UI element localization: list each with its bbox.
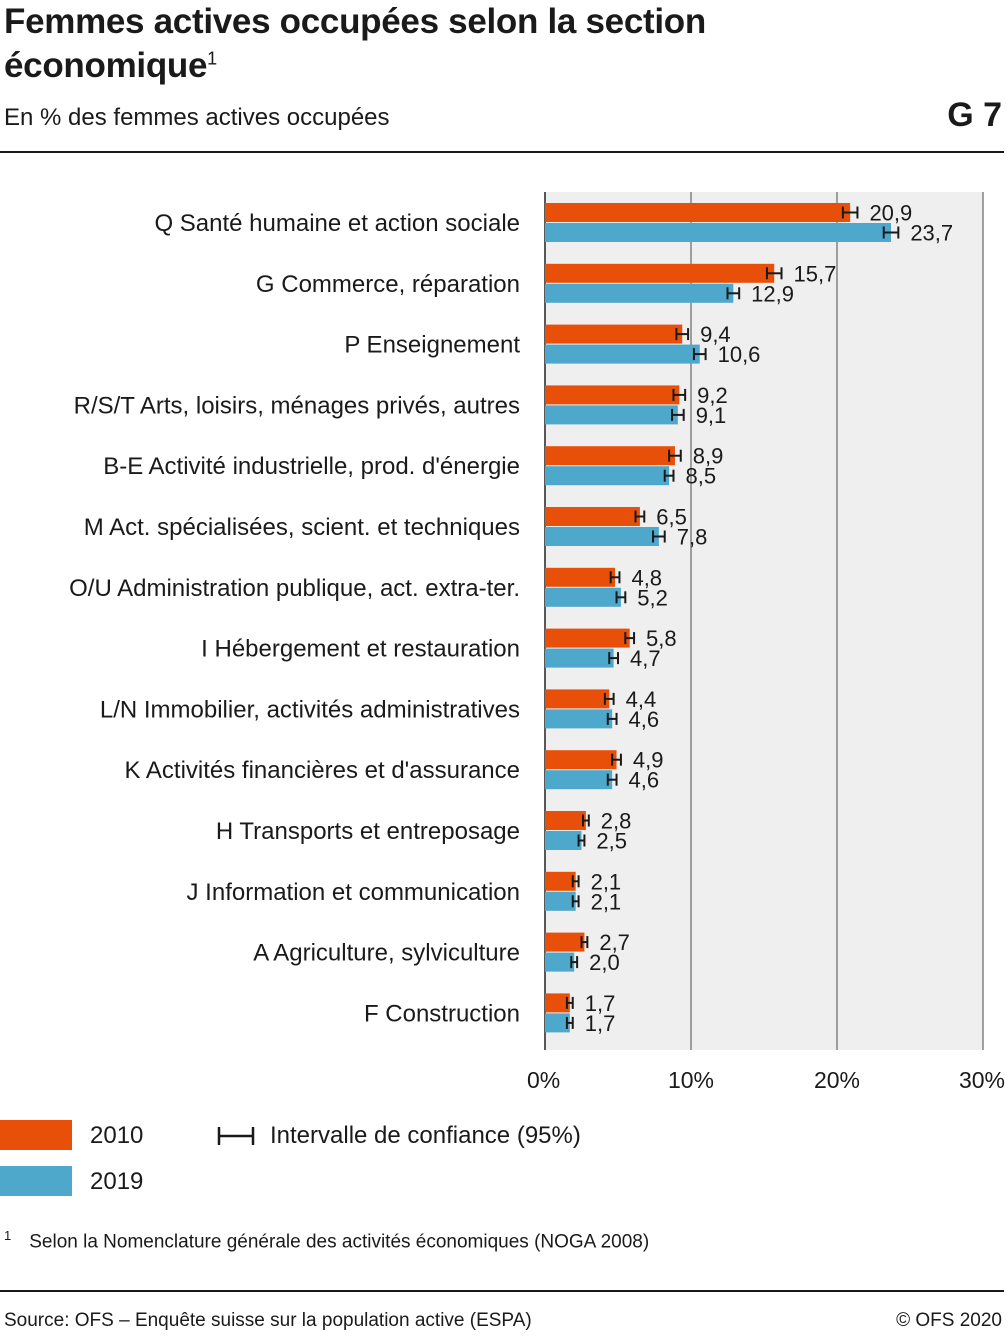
bar-2010 bbox=[545, 689, 610, 709]
category-label: M Act. spécialisées, scient. et techniqu… bbox=[84, 514, 520, 541]
bar-2010 bbox=[545, 385, 680, 405]
data-label: 5,8 bbox=[646, 626, 677, 651]
bar-2010 bbox=[545, 993, 570, 1013]
data-label: 2,8 bbox=[601, 809, 632, 834]
source-note: Source: OFS – Enquête suisse sur la popu… bbox=[4, 1310, 532, 1331]
footnote-number: 1 bbox=[4, 1228, 12, 1243]
data-label: 15,7 bbox=[794, 261, 837, 286]
bar-2019 bbox=[545, 952, 575, 972]
data-label: 9,4 bbox=[700, 322, 731, 347]
data-label: 10,6 bbox=[718, 342, 761, 367]
legend-swatch-2010 bbox=[0, 1120, 72, 1150]
data-label: 8,5 bbox=[685, 464, 716, 489]
data-label: 9,1 bbox=[696, 403, 727, 428]
category-label: J Information et communication bbox=[187, 879, 520, 906]
copyright-note: © OFS 2020 bbox=[896, 1310, 1002, 1331]
bar-2010 bbox=[545, 811, 586, 830]
bar-2019 bbox=[545, 283, 734, 303]
chart-subtitle: En % des femmes actives occupées bbox=[4, 104, 390, 131]
data-label: 9,2 bbox=[697, 383, 728, 408]
data-label: 2,1 bbox=[591, 889, 622, 914]
plot-background bbox=[545, 192, 983, 1050]
category-label: O/U Administration publique, act. extra-… bbox=[69, 575, 520, 602]
bar-2010 bbox=[545, 628, 630, 648]
bar-2010 bbox=[545, 263, 775, 283]
figure-number: G 7 bbox=[947, 96, 1002, 134]
data-label: 4,4 bbox=[626, 687, 657, 712]
legend-swatch-2019 bbox=[0, 1166, 72, 1196]
data-label: 7,8 bbox=[677, 525, 708, 550]
category-label: R/S/T Arts, loisirs, ménages privés, aut… bbox=[74, 392, 520, 419]
bar-2010 bbox=[545, 507, 640, 526]
legend-label-ci: Intervalle de confiance (95%) bbox=[270, 1122, 581, 1149]
category-label: A Agriculture, sylviculture bbox=[253, 940, 520, 967]
x-tick-label: 10% bbox=[668, 1067, 714, 1093]
legend-label-2019: 2019 bbox=[90, 1168, 144, 1195]
data-label: 23,7 bbox=[910, 221, 953, 246]
x-tick-label: 30% bbox=[959, 1067, 1005, 1093]
bar-2019 bbox=[545, 405, 678, 425]
category-label: G Commerce, réparation bbox=[256, 271, 520, 298]
data-label: 1,7 bbox=[585, 991, 616, 1016]
category-label: K Activités financières et d'assurance bbox=[125, 757, 520, 784]
category-label: Q Santé humaine et action sociale bbox=[154, 210, 520, 237]
footer-rule bbox=[0, 1290, 1004, 1292]
data-label: 8,9 bbox=[693, 444, 724, 469]
bar-2010 bbox=[545, 324, 683, 344]
footnote: 1 Selon la Nomenclature générale des acti… bbox=[4, 1228, 649, 1253]
confidence-interval-icon bbox=[217, 1127, 255, 1145]
bar-2019 bbox=[545, 344, 700, 364]
data-label: 4,6 bbox=[629, 707, 660, 732]
bar-2019 bbox=[545, 587, 621, 607]
data-label: 2,1 bbox=[591, 869, 622, 894]
category-label: F Construction bbox=[364, 1000, 520, 1027]
data-label: 1,7 bbox=[585, 1011, 616, 1036]
data-label: 4,7 bbox=[630, 646, 661, 671]
category-label: B-E Activité industrielle, prod. d'énerg… bbox=[103, 453, 520, 480]
bar-2010 bbox=[545, 871, 576, 891]
footnote-text: Selon la Nomenclature générale des activ… bbox=[29, 1231, 650, 1253]
x-tick-label: 0% bbox=[527, 1067, 560, 1093]
title-text: Femmes actives occupées selon la section… bbox=[4, 2, 706, 85]
data-label: 4,6 bbox=[629, 768, 660, 793]
bar-2010 bbox=[545, 203, 851, 222]
bar-2010 bbox=[545, 932, 585, 952]
bar-2019 bbox=[545, 709, 613, 729]
data-label: 2,0 bbox=[589, 950, 620, 975]
category-label: H Transports et entreposage bbox=[216, 818, 520, 845]
legend-label-2010: 2010 bbox=[90, 1122, 144, 1149]
title-footnote-mark: 1 bbox=[207, 48, 217, 69]
data-label: 5,2 bbox=[637, 585, 668, 610]
bar-2019 bbox=[545, 527, 659, 546]
bar-2019 bbox=[545, 770, 613, 790]
bar-2010 bbox=[545, 567, 616, 587]
x-tick-label: 20% bbox=[814, 1067, 860, 1093]
chart-title: Femmes actives occupées selon la section… bbox=[4, 0, 904, 88]
bar-2019 bbox=[545, 1013, 570, 1033]
bar-2019 bbox=[545, 648, 614, 668]
header-rule bbox=[0, 151, 1004, 153]
data-label: 20,9 bbox=[869, 201, 912, 226]
data-label: 4,9 bbox=[633, 748, 664, 773]
data-label: 2,7 bbox=[599, 930, 630, 955]
category-label: P Enseignement bbox=[344, 332, 520, 359]
bar-2019 bbox=[545, 831, 582, 850]
data-label: 4,8 bbox=[631, 565, 662, 590]
bar-2019 bbox=[545, 891, 576, 911]
bar-2010 bbox=[545, 446, 675, 466]
data-label: 12,9 bbox=[751, 281, 794, 306]
bar-chart: 0% 10% 20% 30% Q Santé humaine et action soc… bbox=[69, 192, 1005, 1093]
category-label: L/N Immobilier, activités administrative… bbox=[100, 696, 520, 723]
bar-2019 bbox=[545, 466, 670, 486]
data-label: 6,5 bbox=[656, 505, 687, 530]
bar-2019 bbox=[545, 223, 892, 242]
data-label: 2,5 bbox=[596, 829, 627, 854]
category-label: I Hébergement et restauration bbox=[201, 636, 520, 663]
bar-2010 bbox=[545, 750, 617, 770]
